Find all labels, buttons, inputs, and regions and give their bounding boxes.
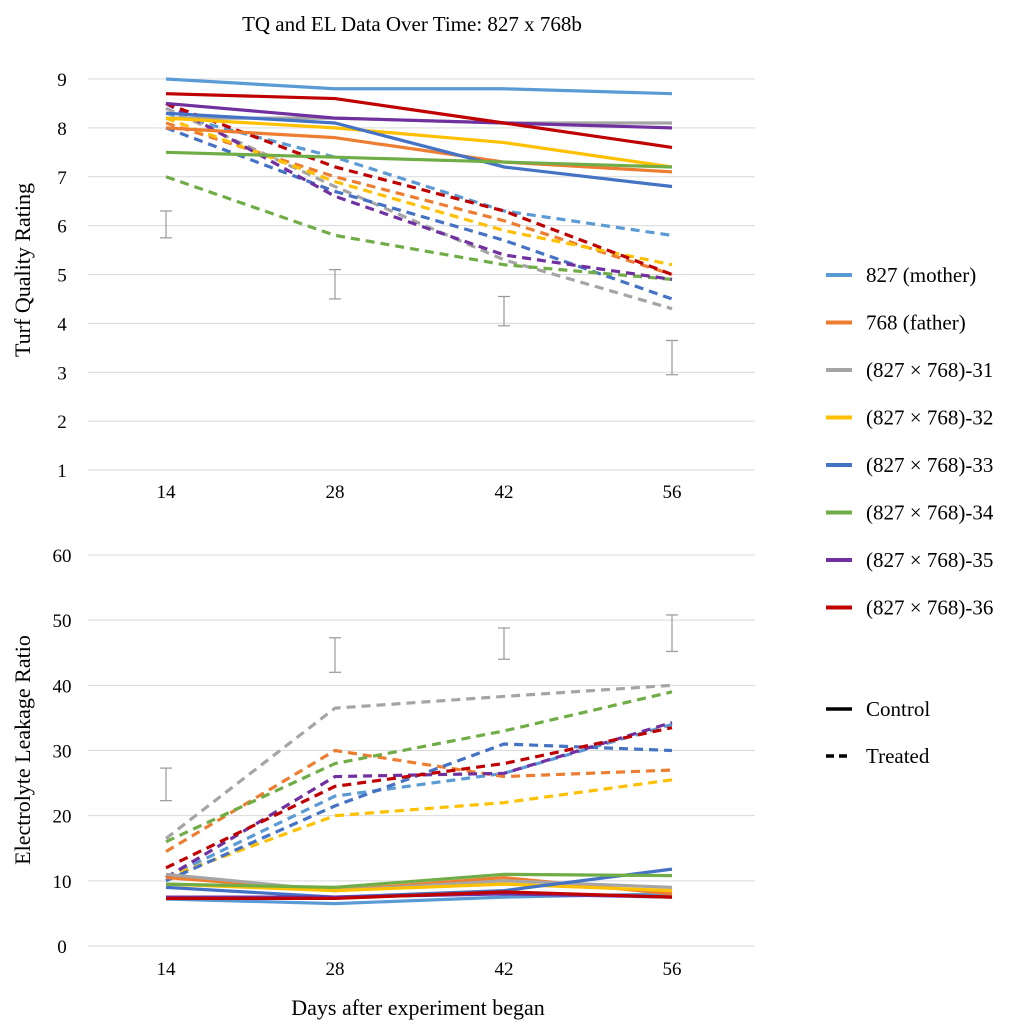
y-tick-label: 60 xyxy=(53,546,72,567)
series-line-827-768-34-treated xyxy=(165,690,673,844)
x-tick-label: 14 xyxy=(157,482,177,503)
series-line-827-768-31-treated xyxy=(165,106,673,311)
legend-item-label: 827 (mother) xyxy=(866,263,976,287)
y-tick-label: 9 xyxy=(57,70,67,91)
y-tick-label: 2 xyxy=(57,412,67,433)
series-line-827-768-34-control xyxy=(165,150,673,169)
series-line-827-768-36-treated xyxy=(165,101,673,276)
series-line-827-768-33-treated xyxy=(165,742,673,883)
series-line-827-mother-control xyxy=(165,77,673,96)
legend-style-label: Control xyxy=(866,697,930,721)
legend-item-label: 768 (father) xyxy=(866,311,966,335)
legend-style-label: Treated xyxy=(866,744,930,768)
error-bar xyxy=(666,339,678,376)
series-line-827-768-34-treated xyxy=(165,175,673,281)
y-tick-label: 10 xyxy=(53,872,72,893)
series-line-827-768-32-treated xyxy=(165,116,673,267)
legend-item-label: (827 × 768)-31 xyxy=(866,358,993,382)
legend-item-label: (827 × 768)-32 xyxy=(866,406,993,430)
figure-title: TQ and EL Data Over Time: 827 x 768b xyxy=(242,12,582,36)
y-tick-label: 50 xyxy=(53,611,72,632)
series-line-827-768-32-treated xyxy=(165,778,673,880)
series-line-827-768-36-control xyxy=(165,92,673,150)
error-bar xyxy=(666,614,678,653)
x-tick-label: 28 xyxy=(326,482,345,503)
y-tick-label: 8 xyxy=(57,119,67,140)
legend-item-label: (827 × 768)-33 xyxy=(866,453,993,477)
y-tick-label: 0 xyxy=(57,937,67,958)
error-bar xyxy=(160,767,172,802)
legend-item-label: (827 × 768)-36 xyxy=(866,596,993,620)
error-bar xyxy=(498,627,510,660)
x-tick-label: 56 xyxy=(663,959,682,980)
legend: 827 (mother) 768 (father) (827 × 768)-31 (8… xyxy=(826,263,994,768)
y-tick-label: 40 xyxy=(53,676,72,697)
series-line-827-mother-treated xyxy=(165,111,673,237)
series-line-768-father-control xyxy=(165,126,673,174)
y-tick-label: 6 xyxy=(57,217,67,238)
x-tick-label: 42 xyxy=(495,482,514,503)
series-line-827-768-36-control xyxy=(166,890,673,901)
y-tick-label: 3 xyxy=(57,363,67,384)
error-bar xyxy=(498,295,510,327)
y-tick-label: 5 xyxy=(57,266,67,287)
series-line-768-father-treated xyxy=(165,748,673,853)
x-tick-label: 14 xyxy=(157,959,177,980)
series-line-827-768-35-control xyxy=(165,101,673,130)
series-line-827-768-34-control xyxy=(165,872,673,889)
series-line-827-768-32-control xyxy=(165,116,673,169)
series-line-827-768-31-treated xyxy=(165,683,673,840)
electrolyte-leakage-chart: 0 10 20 30 40 50 60 14 28 42 56 Electrolyte Leakage… xyxy=(10,546,755,980)
series-line-827-768-31-control xyxy=(165,872,673,893)
y-axis-label: Turf Quality Rating xyxy=(10,183,35,357)
y-axis-label: Electrolyte Leakage Ratio xyxy=(10,635,35,865)
x-axis-label: Days after experiment began xyxy=(291,995,545,1020)
legend-item-label: (827 × 768)-34 xyxy=(866,501,994,525)
series-line-827-768-36-treated xyxy=(165,726,673,870)
x-tick-label: 42 xyxy=(495,959,514,980)
y-tick-label: 4 xyxy=(57,314,67,335)
error-bar xyxy=(160,210,172,239)
y-tick-label: 1 xyxy=(57,461,67,482)
x-tick-label: 56 xyxy=(663,482,682,503)
y-tick-label: 30 xyxy=(53,742,72,763)
y-tick-label: 7 xyxy=(57,168,67,189)
error-bar xyxy=(329,637,341,673)
series-line-827-768-35-treated xyxy=(165,102,673,281)
legend-item-label: (827 × 768)-35 xyxy=(866,548,993,572)
series-line-827-768-33-control xyxy=(165,111,673,189)
series-line-768-father-control xyxy=(165,875,673,896)
series-line-827-768-32-control xyxy=(165,882,673,893)
y-tick-label: 20 xyxy=(53,807,72,828)
series-line-827-mother-treated xyxy=(165,722,673,880)
x-tick-label: 28 xyxy=(326,959,345,980)
error-bar xyxy=(329,269,341,300)
series-line-827-768-33-treated xyxy=(165,126,673,301)
